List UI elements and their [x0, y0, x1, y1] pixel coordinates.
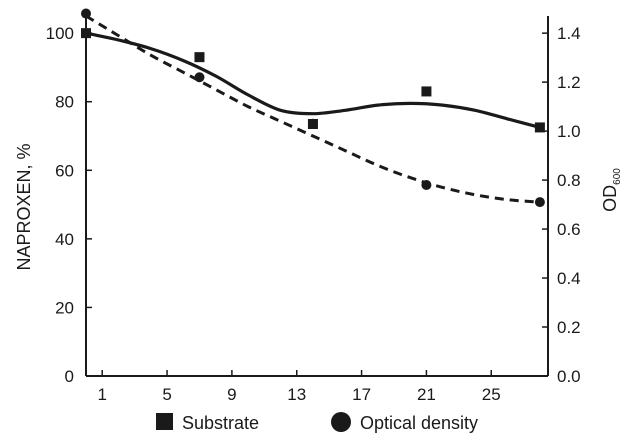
x-tick-label: 25: [482, 385, 501, 404]
x-tick-label: 9: [227, 385, 236, 404]
x-tick-label: 17: [352, 385, 371, 404]
y2-tick-label: 1.2: [557, 73, 581, 92]
y2-tick-label: 1.0: [557, 122, 581, 141]
y-axis-title: NAPROXEN, %: [14, 143, 34, 270]
marker-optical-density: [534, 197, 545, 208]
y-tick-label: 40: [55, 230, 74, 249]
svg-text:OD600: OD600: [600, 168, 623, 212]
y2-axis-title-main: OD: [600, 185, 620, 212]
y2-tick-label: 0.0: [557, 367, 581, 386]
marker-optical-density: [307, 118, 318, 129]
marker-substrate: [81, 28, 91, 39]
y2-axis-ticks: 0.0 0.2 0.4 0.6 0.8 1.0 1.2 1.4: [542, 24, 581, 386]
fit-curve-substrate: [85, 31, 541, 129]
y-tick-label: 0: [65, 367, 74, 386]
legend-marker-optical-density: [331, 412, 351, 432]
y2-tick-label: 0.4: [557, 269, 581, 288]
y2-axis-title: OD600: [600, 168, 623, 212]
fit-curve-optical-density: [85, 14, 541, 204]
y-tick-label: 100: [46, 24, 74, 43]
marker-substrate: [194, 52, 205, 63]
y-tick-label: 80: [55, 93, 74, 112]
y-tick-label: 60: [55, 161, 74, 180]
x-tick-label: 5: [162, 385, 171, 404]
legend-label-optical-density: Optical density: [360, 413, 478, 433]
marker-substrate: [421, 86, 432, 97]
x-tick-label: 1: [97, 385, 106, 404]
legend-label-substrate: Substrate: [182, 413, 259, 433]
y2-tick-label: 1.4: [557, 24, 581, 43]
data-markers: [81, 8, 545, 208]
y2-tick-label: 0.6: [557, 220, 581, 239]
y-axis-ticks: 0 20 40 60 80 100: [46, 24, 92, 386]
plot-frame: [85, 16, 549, 377]
y2-tick-label: 0.2: [557, 318, 581, 337]
y2-axis-title-subscript: 600: [612, 168, 623, 185]
marker-substrate: [534, 122, 545, 133]
x-tick-label: 21: [417, 385, 436, 404]
marker-optical-density: [81, 8, 91, 19]
legend: Substrate Optical density: [156, 412, 478, 433]
y2-tick-label: 0.8: [557, 171, 581, 190]
marker-optical-density: [194, 72, 205, 83]
x-tick-label: 13: [287, 385, 306, 404]
legend-marker-substrate: [156, 413, 173, 430]
fit-curves: [85, 14, 541, 204]
y-tick-label: 20: [55, 298, 74, 317]
marker-optical-density: [421, 179, 432, 190]
x-axis-ticks: 1 5 9 13 17 21 25: [97, 370, 501, 404]
